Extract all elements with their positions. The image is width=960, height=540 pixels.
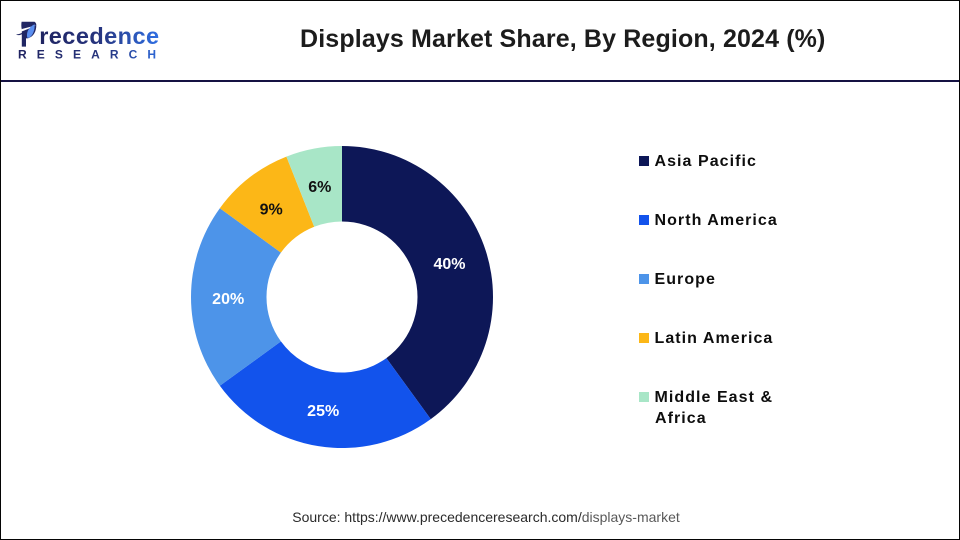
svg-text:RESEARCH: RESEARCH	[18, 47, 163, 61]
svg-text:25%: 25%	[307, 403, 339, 420]
svg-text:40%: 40%	[433, 256, 465, 273]
svg-text:20%: 20%	[212, 291, 244, 308]
svg-text:6%: 6%	[308, 179, 331, 196]
svg-text:recedence: recedence	[39, 23, 159, 49]
svg-text:9%: 9%	[260, 202, 283, 219]
